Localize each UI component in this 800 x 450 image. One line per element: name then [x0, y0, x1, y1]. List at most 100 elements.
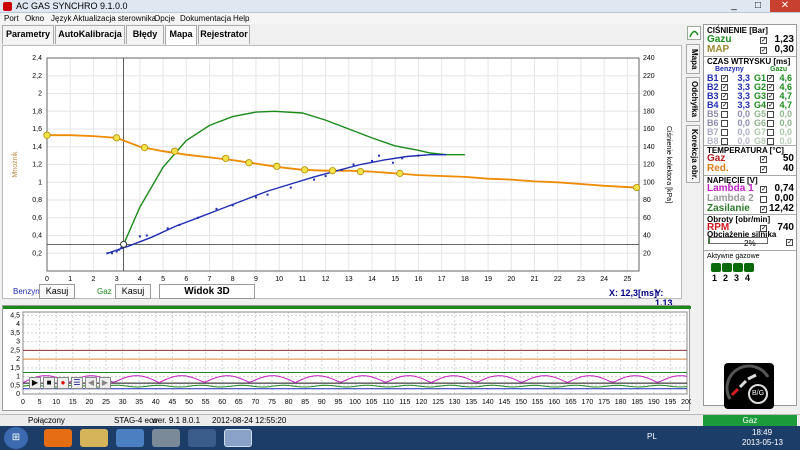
petrol-injector-checkbox[interactable]: ✓	[721, 93, 728, 100]
scroll-right-icon[interactable]: ▶	[99, 377, 111, 389]
rpm-checkbox[interactable]: ✓	[760, 225, 767, 232]
tab-autokalibracja[interactable]: AutoKalibracja	[55, 25, 125, 44]
osc-x-tick: 165	[565, 399, 577, 406]
petrol-injector-checkbox[interactable]	[721, 138, 728, 145]
menu-aktualizacja[interactable]: Aktualizacja sterownika	[73, 14, 157, 23]
x-tick-label: 0	[45, 276, 49, 283]
petrol-clear-button[interactable]: Kasuj	[39, 284, 75, 299]
map-chart[interactable]: 0 1 2 3 4 5 6 7 8 9 10 11 12 13 14 15 16 17 18 19 20 21 22 23 24…	[3, 46, 683, 286]
petrol-data-point	[115, 250, 118, 253]
petrol-injector-checkbox[interactable]	[721, 111, 728, 118]
taskbar: ⊞ PL 18:49 2013-05-13	[0, 426, 800, 450]
lambda1-checkbox[interactable]: ✓	[760, 186, 767, 193]
osc-x-tick: 15	[69, 399, 77, 406]
supply-checkbox[interactable]: ✓	[760, 206, 767, 213]
gas-injector-checkbox[interactable]	[767, 111, 774, 118]
menu-okno[interactable]: Okno	[25, 14, 45, 23]
clock-time[interactable]: 18:49	[752, 428, 773, 437]
explorer-folder-icon[interactable]	[80, 429, 108, 447]
fuel-switch-logo[interactable]: B/G	[724, 363, 774, 409]
stop-icon[interactable]: ■	[43, 377, 55, 389]
parameters-side-panel: CIŚNIENIE [Bar] Gazu ✓ 1,23 MAP ✓ 0,30 C…	[703, 24, 797, 406]
ac-gas-taskbar-icon[interactable]	[224, 429, 252, 447]
osc-x-tick: 160	[548, 399, 560, 406]
osc-y-tick: 3	[16, 339, 20, 346]
lambda2-checkbox[interactable]	[760, 196, 767, 203]
tool-icon[interactable]	[152, 429, 180, 447]
app-window-icon[interactable]	[116, 429, 144, 447]
gas-clear-button[interactable]: Kasuj	[115, 284, 151, 299]
gas-injector-4-icon	[744, 263, 754, 272]
gas-injector-checkbox[interactable]	[767, 120, 774, 127]
gas-temp-value: 50	[782, 153, 794, 164]
fuel-switch-button[interactable]: B/G	[748, 384, 768, 404]
map-checkbox[interactable]: ✓	[760, 47, 767, 54]
x-tick-label: 12	[322, 276, 330, 283]
play-icon[interactable]: ▶	[29, 377, 41, 389]
reducer-temp-checkbox[interactable]: ✓	[760, 166, 767, 173]
osc-x-tick: 30	[119, 399, 127, 406]
gas-injector-checkbox[interactable]	[767, 138, 774, 145]
menu-jezyk[interactable]: Język	[51, 14, 72, 23]
scroll-left-icon[interactable]: ◀	[85, 377, 97, 389]
windows-start-icon[interactable]: ⊞	[4, 427, 28, 449]
x-tick-label: 8	[231, 276, 235, 283]
tab-rejestrator[interactable]: Rejestrator	[198, 25, 250, 44]
petrol-data-point	[289, 186, 292, 189]
view-3d-button[interactable]: Widok 3D	[159, 284, 255, 299]
map-label: MAP	[707, 44, 730, 55]
gas-injector-checkbox[interactable]: ✓	[767, 93, 774, 100]
device-name: STAG-4 eco	[114, 416, 158, 425]
petrol-injector-label: B4	[707, 100, 719, 110]
cursor-point	[120, 240, 128, 248]
record-icon[interactable]: ●	[57, 377, 69, 389]
petrol-injector-checkbox[interactable]	[721, 120, 728, 127]
curve-icon[interactable]	[687, 26, 701, 40]
x-tick-label: 7	[208, 276, 212, 283]
petrol-injector-checkbox[interactable]: ✓	[721, 75, 728, 82]
tab-parametry[interactable]: Parametry	[2, 25, 54, 44]
osc-x-tick: 55	[202, 399, 210, 406]
channels-icon[interactable]: ☰	[71, 377, 83, 389]
tab-bledy[interactable]: Błędy	[126, 25, 164, 44]
multiplier-point	[43, 131, 51, 139]
gas-injector-checkbox[interactable]	[767, 129, 774, 136]
maximize-button[interactable]: □	[754, 0, 762, 11]
x-tick-label: 16	[415, 276, 423, 283]
map-chart-panel: 0 1 2 3 4 5 6 7 8 9 10 11 12 13 14 15 16 17 18 19 20 21 22 23 24…	[2, 45, 683, 308]
clock-date[interactable]: 2013-05-13	[742, 438, 783, 447]
petrol-injector-checkbox[interactable]: ✓	[721, 102, 728, 109]
language-indicator[interactable]: PL	[647, 432, 657, 441]
y2-tick-label: 40	[643, 233, 651, 240]
menu-port[interactable]: Port	[4, 14, 19, 23]
close-button[interactable]: ✕	[770, 0, 800, 12]
menu-help[interactable]: Help	[233, 14, 250, 23]
petrol-injector-checkbox[interactable]: ✓	[721, 84, 728, 91]
side-tab-korekcja[interactable]: Korekcja obr.	[686, 125, 700, 183]
menu-dokumentacja[interactable]: Dokumentacja	[180, 14, 232, 23]
gas-injector-checkbox[interactable]: ✓	[767, 102, 774, 109]
firefox-icon[interactable]	[44, 429, 72, 447]
gas-temp-checkbox[interactable]: ✓	[760, 156, 767, 163]
side-tab-mapa[interactable]: Mapa	[686, 44, 700, 74]
petrol-legend-label: Benzyna	[13, 287, 45, 296]
gas-injector-checkbox[interactable]: ✓	[767, 84, 774, 91]
petrol-column-header: Benzyny	[715, 66, 744, 73]
diamond-app-icon[interactable]	[188, 429, 216, 447]
osc-x-tick: 60	[218, 399, 226, 406]
petrol-data-point	[324, 175, 327, 178]
engine-load-checkbox[interactable]: ✓	[786, 239, 793, 246]
tab-mapa[interactable]: Mapa	[165, 25, 197, 45]
x-tick-label: 5	[161, 276, 165, 283]
menu-opcje[interactable]: Opcje	[154, 14, 175, 23]
minimize-button[interactable]: _	[731, 0, 737, 11]
tachometer-icon	[725, 364, 770, 400]
gas-injector-checkbox[interactable]: ✓	[767, 75, 774, 82]
petrol-injector-checkbox[interactable]	[721, 129, 728, 136]
multiplier-point	[633, 183, 641, 192]
osc-x-tick: 130	[449, 399, 461, 406]
gas-pressure-checkbox[interactable]: ✓	[760, 37, 767, 44]
side-tab-odchylka[interactable]: Odchyłka	[686, 77, 700, 122]
petrol-data-point	[138, 235, 141, 238]
petrol-data-point	[352, 163, 355, 166]
